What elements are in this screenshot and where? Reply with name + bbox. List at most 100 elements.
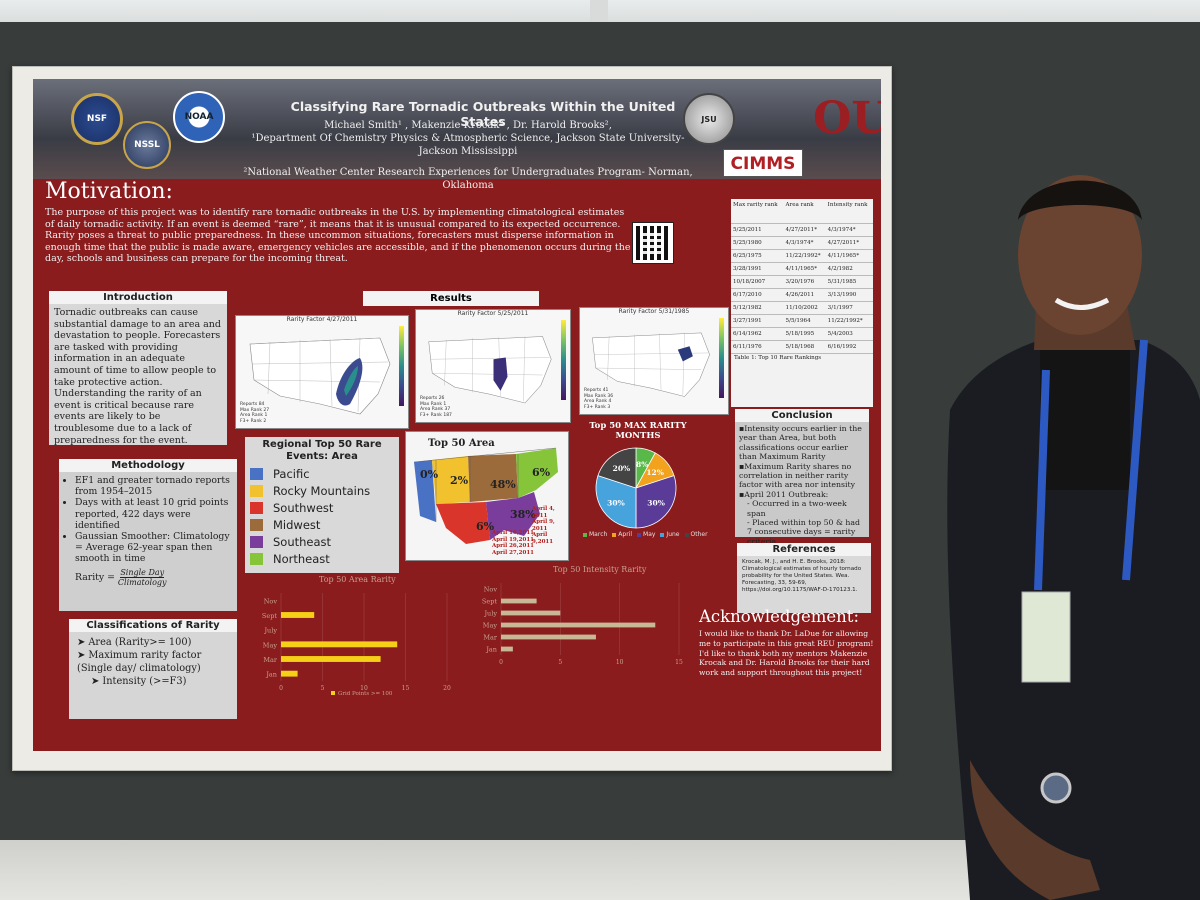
poster-header: NSF NOAA NSSL JSU CIMMS OU Classifying R… — [33, 79, 881, 191]
x-tick-label: 5 — [321, 685, 325, 692]
table-cell: 4/27/2011* — [783, 223, 826, 237]
area-map-date: April 16,2011 — [492, 530, 534, 536]
table-cell: 4/11/1965* — [825, 249, 873, 263]
pie-legend-label: Other — [690, 531, 708, 538]
us-map-icon — [592, 332, 710, 397]
area-map-date: April 9, 2011 — [532, 519, 555, 532]
hands — [970, 760, 1100, 900]
map-legend-line: Area Rank 1 — [240, 413, 268, 418]
y-tick-label: Nov — [484, 585, 498, 593]
rarity-formula: Rarity = Single Day Climatology — [59, 568, 237, 587]
map-legend-line: Reports 41 — [584, 388, 609, 393]
rankings-table-box: Max rarity rank Area rank Intensity rank… — [731, 199, 873, 407]
region-label: Southwest — [273, 500, 334, 515]
table-cell: 5/31/1985 — [825, 275, 873, 289]
pie-slice — [595, 475, 637, 529]
table-row: 3/27/1991 5/5/1964 11/22/1992* — [731, 314, 873, 328]
pie-legend-item: April — [612, 531, 632, 538]
y-tick-label: July — [483, 609, 497, 617]
us-map-icon — [249, 337, 391, 415]
poster-background: NSF NOAA NSSL JSU CIMMS OU Classifying R… — [33, 79, 881, 751]
poster-authors: Michael Smith¹ , Makenzie Krocak² , Dr. … — [324, 120, 612, 131]
y-tick-label: Sept — [262, 612, 277, 620]
pie-legend-swatch — [637, 532, 642, 537]
rarity-map-2: Rarity Factor 5/25/2011 Reports 26 Max R… — [415, 309, 571, 423]
bar — [281, 641, 398, 648]
table-cell: 6/11/1976 — [731, 340, 784, 354]
table-row: 5/25/1980 4/3/1974* 4/27/2011* — [731, 236, 873, 250]
map-legend: Reports 41 Max Rank 36 Area Rank 4 F3+ R… — [584, 388, 613, 410]
introduction-box: Introduction Tornadic outbreaks can caus… — [49, 291, 227, 446]
pie-legend-swatch — [660, 532, 665, 537]
map-legend-line: Area Rank 4 — [584, 399, 612, 404]
acknowledgement-heading: Acknowledgement: — [699, 607, 859, 626]
area-map-label: 6% — [532, 466, 551, 479]
bar — [281, 656, 381, 662]
region-legend-item: Southeast — [245, 533, 399, 550]
intensity-rarity-bar-chart: 0 5 10 15 Nov Sept July May Mar Jan — [482, 583, 683, 666]
y-tick-label: Nov — [264, 597, 278, 605]
nsf-logo-icon: NSF — [71, 93, 123, 145]
pie-slice-label: 20% — [613, 464, 631, 473]
methodology-list: EF1 and greater tornado reports from 195… — [59, 472, 237, 568]
region-swatch — [250, 552, 263, 565]
map-legend-line: Reports 26 — [420, 396, 445, 401]
classification-item: ➤ Intensity (>=F3) — [91, 676, 187, 687]
table-row: 6/14/1962 5/18/1995 5/4/2003 — [731, 327, 873, 341]
conclusion-list: Intensity occurs earlier in the year tha… — [735, 422, 869, 548]
table-cell: 3/13/1990 — [825, 288, 873, 302]
pie-legend-swatch — [684, 532, 689, 537]
hair — [1018, 180, 1142, 220]
table-cell: 10/18/2007 — [731, 275, 784, 289]
motivation-text: The purpose of this project was to ident… — [45, 207, 631, 265]
methodology-item: EF1 and greater tornado reports from 195… — [75, 475, 232, 497]
rarity-map-1: Rarity Factor 4/27/2011 Reports 84 Max R… — [235, 315, 409, 429]
poster-title: Classifying Rare Tornadic Outbreaks With… — [290, 99, 676, 129]
rankings-table: Max rarity rank Area rank Intensity rank… — [731, 199, 873, 354]
column-header: Max rarity rank — [731, 199, 784, 224]
region-legend-item: Northeast — [245, 550, 399, 567]
pie-legend-label: March — [589, 531, 608, 538]
methodology-item: Days with at least 10 grid points report… — [75, 497, 232, 531]
pie-slice-label: 12% — [646, 468, 664, 477]
map-caption: Rarity Factor 4/27/2011 — [286, 316, 358, 323]
region-swatch — [250, 535, 263, 548]
area-map-label: 0% — [420, 468, 439, 481]
rankings-table-body: 5/25/2011 4/27/2011* 4/3/1974* 5/25/1980 4/3… — [731, 223, 873, 354]
formula-fraction: Single Day Climatology — [118, 568, 167, 587]
face — [1018, 175, 1142, 335]
region-legend-item: Rocky Mountains — [245, 482, 399, 499]
area-map-date: April 19,2011 — [492, 536, 534, 543]
table-row: 6/17/2010 4/26/2011 3/13/1990 — [731, 288, 873, 302]
table-caption: Table 1: Top 10 Rare Rankings — [734, 354, 822, 361]
x-tick-label: 10 — [616, 659, 624, 666]
x-tick-label: 0 — [499, 659, 503, 666]
classification-item: ➤ Area (Rarity>= 100) — [77, 637, 192, 648]
area-map-dates-right: April 4, 2011 April 9, 2011 April 9,2011 — [532, 506, 568, 545]
area-map-title: Top 50 Area — [428, 438, 495, 449]
pie-slice-label: 30% — [647, 499, 665, 508]
area-map-date: April 27,2011 — [492, 549, 534, 556]
table-cell: 5/5/1964 — [783, 314, 826, 328]
name-badge — [1021, 591, 1071, 683]
conclusion-subitem: - Placed within top 50 & had 7 consecuti… — [747, 518, 861, 546]
region-swatch — [250, 501, 263, 514]
table-cell: 6/16/1992 — [825, 340, 873, 354]
map-legend-line: Max Rank 36 — [584, 393, 614, 399]
pie-slice — [635, 475, 677, 529]
x-tick-label: 15 — [675, 659, 683, 666]
regions-legend-box: Regional Top 50 Rare Events: Area Pacifi… — [245, 437, 399, 573]
area-map-label: 48% — [490, 478, 516, 491]
area-map-dates-bottom: April 16,2011 April 19,2011 April 26,201… — [492, 530, 534, 556]
table-cell: 6/14/1962 — [731, 327, 784, 341]
references-heading: References — [737, 543, 871, 556]
bar — [501, 646, 513, 652]
regions-title: Regional Top 50 Rare Events: Area — [262, 439, 382, 462]
bar — [281, 612, 315, 618]
map-legend-line: Max Rank 1 — [420, 401, 447, 407]
introduction-heading: Introduction — [49, 291, 227, 304]
region-swatch — [250, 518, 263, 531]
map-legend-line: F3+ Rank 2 — [240, 418, 267, 424]
acknowledgement-text: I would like to thank Dr. LaDue for allo… — [699, 629, 874, 678]
conclusion-item: April 2011 Outbreak: — [739, 490, 865, 499]
